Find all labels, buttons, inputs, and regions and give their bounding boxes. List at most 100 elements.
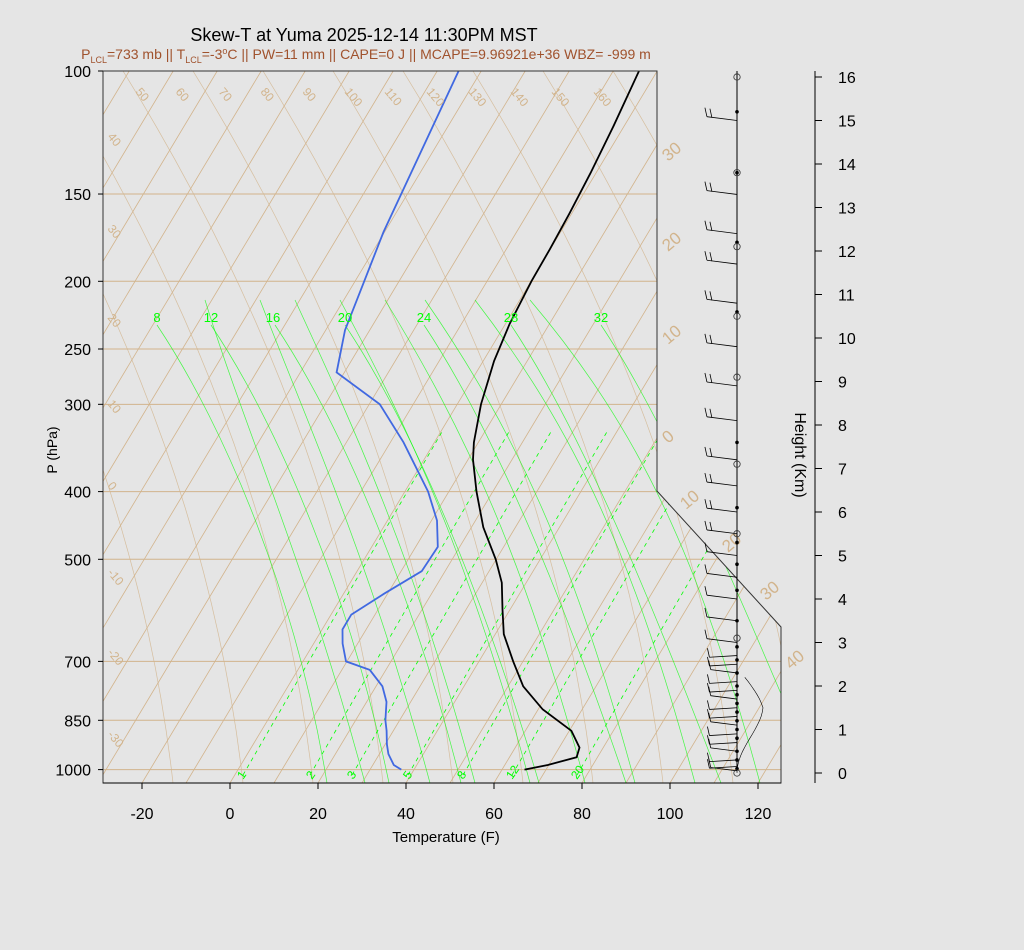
wind-barb-flag	[704, 333, 708, 343]
isotherm-line	[273, 71, 702, 783]
wind-barb-staff	[706, 638, 738, 643]
moist-adiabat	[339, 299, 531, 783]
isotherm-line	[141, 71, 570, 783]
height-tick-label: 5	[838, 549, 847, 566]
wind-barb-flag	[709, 291, 713, 301]
pressure-tick-label: 200	[64, 274, 91, 291]
wind-barb-flag	[704, 472, 708, 483]
y2-axis-label: Height (Km)	[791, 412, 808, 497]
dry-adiabat	[472, 71, 734, 783]
wind-level-dot	[735, 562, 739, 566]
wind-barb-flag	[709, 252, 713, 262]
temperature-tick-label: 80	[573, 806, 591, 823]
isotherm-line	[581, 71, 781, 783]
mixing-ratio-line	[407, 429, 609, 776]
wind-barb-staff	[706, 551, 738, 556]
height-tick-label: 1	[838, 723, 847, 740]
mixing-ratio-label-top: 28	[504, 310, 518, 325]
wind-barb-flag	[709, 473, 713, 484]
calm-wind-circle	[733, 73, 741, 81]
wind-barb-flag	[709, 373, 713, 384]
pressure-tick-label: 500	[64, 552, 91, 569]
wind-barb-staff	[709, 759, 738, 763]
calm-wind-circle	[733, 530, 741, 538]
chart-title: Skew-T at Yuma 2025-12-14 11:30PM MST	[190, 25, 537, 45]
wind-barb-flag	[704, 181, 708, 191]
wind-barb-flag	[707, 682, 710, 693]
wind-level-dot	[735, 719, 739, 723]
wind-barb-flag	[707, 674, 710, 684]
wind-level-dot	[735, 618, 739, 623]
wind-level-dot	[735, 749, 739, 754]
wind-barb-flag	[709, 500, 713, 510]
height-tick-label: 3	[838, 636, 847, 653]
subtitle-p-val: =733 mb || T	[107, 46, 186, 62]
isotherm-line	[103, 71, 482, 783]
wind-barb-flag	[707, 735, 710, 745]
isotherm-line	[103, 71, 306, 783]
dry-adiabat	[103, 71, 244, 783]
height-tick-label: 10	[838, 331, 856, 348]
wind-barb-staff	[706, 616, 738, 622]
moist-adiabat	[474, 299, 696, 783]
wind-barb-staff	[709, 766, 738, 769]
wind-barb-staff	[706, 573, 738, 578]
wind-barb-flag	[709, 108, 713, 118]
dry-adiabat	[262, 71, 524, 783]
wind-barb-flag	[704, 251, 708, 261]
wind-level-dot	[735, 440, 739, 445]
wind-barb-staff	[709, 689, 738, 693]
chart-subtitle: PLCL=733 mb || TLCL=-3oC || PW=11 mm || …	[81, 46, 651, 65]
wind-barb-staff	[710, 695, 738, 700]
isotherm-line	[669, 71, 781, 783]
moist-adiabat	[294, 299, 476, 783]
wind-level-dot	[735, 645, 739, 649]
height-tick-label: 14	[838, 157, 856, 174]
wind-barb-flag	[709, 221, 713, 231]
calm-wind-circle	[733, 243, 741, 251]
wind-level-dot	[735, 701, 739, 706]
wind-barb-flag	[707, 656, 710, 667]
dry-adiabat	[122, 71, 384, 783]
pressure-tick-label: 250	[64, 342, 91, 359]
wind-barb-flag	[708, 738, 712, 748]
x-axis-label: Temperature (F)	[392, 829, 500, 846]
height-tick-label: 4	[838, 592, 847, 609]
mixing-ratio-label-top: 12	[204, 310, 218, 325]
temperature-tick-label: 100	[657, 806, 684, 823]
subtitle-deg: o	[222, 46, 227, 56]
wind-level-dot	[735, 170, 739, 175]
wind-barb-flag	[704, 607, 708, 618]
wind-level-dot	[735, 588, 739, 593]
mixing-ratio-label-top: 24	[417, 310, 431, 325]
calm-wind-circle	[733, 460, 741, 468]
height-tick-label: 15	[838, 114, 856, 131]
pressure-tick-label: 400	[64, 485, 91, 502]
low-level-wind-trace	[736, 677, 764, 774]
wind-barb-flag	[704, 220, 708, 230]
saturated-adiabat	[274, 324, 462, 783]
mixing-ratio-label-top: 8	[153, 310, 160, 325]
wind-barb-staff	[709, 663, 738, 667]
dry-adiabat	[103, 71, 174, 783]
mixing-ratio-label-top: 32	[594, 310, 608, 325]
temperature-tick-label: 40	[397, 806, 415, 823]
wind-barb-staff	[709, 681, 738, 684]
temperature-tick-label: 0	[226, 806, 235, 823]
wind-barb-flag	[707, 752, 710, 762]
subtitle-p-sub: LCL	[90, 55, 107, 65]
calm-wind-circle	[733, 373, 741, 381]
height-tick-label: 6	[838, 505, 847, 522]
isotherm-line	[103, 71, 218, 783]
moist-adiabat	[529, 299, 761, 783]
wind-barb-flag	[704, 407, 708, 417]
subtitle-t-val: =-3	[202, 46, 223, 62]
height-tick-label: 16	[838, 70, 856, 87]
wind-level-dot	[735, 736, 739, 740]
calm-wind-circle	[733, 634, 741, 642]
wind-barb-flag	[704, 542, 708, 552]
pressure-tick-label: 100	[64, 64, 91, 81]
saturated-adiabat	[510, 324, 722, 783]
mixing-ratio-label-top: 16	[266, 310, 280, 325]
